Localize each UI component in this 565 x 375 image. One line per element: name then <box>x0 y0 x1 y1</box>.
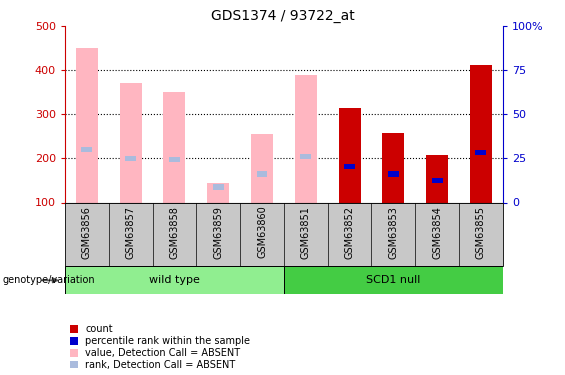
Bar <box>383 133 405 202</box>
Bar <box>169 157 180 162</box>
Text: GSM63857: GSM63857 <box>125 206 136 259</box>
Text: wild type: wild type <box>149 275 200 285</box>
Bar <box>476 150 486 155</box>
Text: GSM63858: GSM63858 <box>170 206 180 259</box>
Bar <box>207 183 229 203</box>
Text: GSM63851: GSM63851 <box>301 206 311 259</box>
Bar <box>470 65 492 203</box>
Bar <box>344 164 355 169</box>
Bar <box>213 184 224 190</box>
Text: GSM63859: GSM63859 <box>213 206 223 259</box>
Bar <box>426 155 448 203</box>
Text: genotype/variation: genotype/variation <box>3 275 95 285</box>
Bar <box>76 48 98 202</box>
Text: GSM63856: GSM63856 <box>82 206 92 259</box>
Bar <box>432 178 442 183</box>
Text: SCD1 null: SCD1 null <box>366 275 420 285</box>
Text: GSM63853: GSM63853 <box>388 206 398 259</box>
Bar <box>65 266 284 294</box>
Legend: count, percentile rank within the sample, value, Detection Call = ABSENT, rank, : count, percentile rank within the sample… <box>70 324 250 370</box>
Bar <box>120 82 142 203</box>
Text: GSM63854: GSM63854 <box>432 206 442 259</box>
Bar <box>338 108 360 202</box>
Bar <box>81 147 92 152</box>
Bar <box>163 92 185 202</box>
Bar <box>257 171 267 177</box>
Bar <box>301 154 311 159</box>
Bar <box>284 266 503 294</box>
Bar <box>388 171 399 177</box>
Bar <box>125 156 136 161</box>
Bar <box>295 75 317 202</box>
Text: GSM63860: GSM63860 <box>257 206 267 258</box>
Text: GSM63852: GSM63852 <box>345 206 355 259</box>
Bar <box>251 134 273 202</box>
Text: GSM63855: GSM63855 <box>476 206 486 259</box>
Text: GDS1374 / 93722_at: GDS1374 / 93722_at <box>211 9 354 23</box>
